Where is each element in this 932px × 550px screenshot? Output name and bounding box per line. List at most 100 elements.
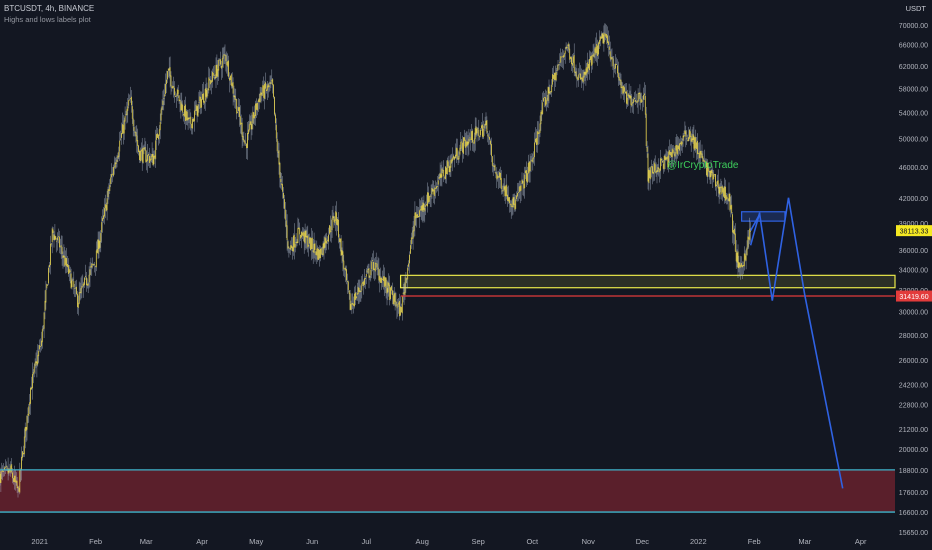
candle-body [485, 120, 487, 125]
candle-body [325, 238, 327, 244]
candle-body [339, 238, 341, 243]
candle-body [696, 142, 697, 149]
candle-body [383, 276, 384, 281]
candle-body [716, 184, 717, 187]
currency-label[interactable]: USDT [905, 4, 926, 13]
price-tick-label: 42000.00 [899, 196, 928, 203]
candle-body [603, 34, 605, 44]
candle-body [457, 158, 459, 160]
candle-body [32, 374, 33, 389]
candle-body [659, 168, 661, 173]
candle-body [86, 277, 87, 286]
candle-body [298, 227, 300, 230]
candle-body [658, 167, 660, 170]
candle-body [44, 300, 46, 312]
candle-body [560, 56, 562, 63]
candle-body [305, 230, 307, 238]
candle-body [518, 186, 520, 193]
candle-body [642, 100, 643, 102]
candle-body [695, 137, 697, 149]
price-tick-label: 46000.00 [899, 165, 928, 172]
candle-body [7, 468, 9, 474]
candle-body [491, 156, 493, 166]
candle-body [311, 237, 313, 250]
candle-body [330, 230, 332, 232]
indicator-label[interactable]: Highs and lows labels plot [4, 15, 91, 24]
candle-body [326, 240, 328, 244]
time-axis[interactable]: 2021 Feb Mar Apr May Jun Jul Aug Sep Oct Nov Dec 202… [31, 537, 867, 546]
price-tick-label: 20000.00 [899, 447, 928, 454]
candle-body [685, 131, 687, 137]
candle-body [75, 287, 76, 289]
candle-body [690, 135, 692, 142]
candle-body [395, 301, 397, 307]
candle-body [169, 67, 171, 77]
candle-body [216, 64, 218, 77]
candle-body [477, 128, 479, 130]
candle-body [234, 95, 236, 100]
candle-body [667, 156, 669, 168]
candle-body [139, 150, 140, 161]
candle-body [247, 132, 248, 149]
candle-body [317, 247, 319, 260]
candle-body [271, 79, 273, 82]
candle-body [3, 471, 4, 472]
candle-body [441, 168, 443, 178]
candle-body [203, 93, 204, 103]
candle-body [140, 149, 142, 152]
candle-body [109, 185, 111, 192]
candle-body [421, 205, 423, 211]
candle-body [94, 264, 95, 266]
candle-body [228, 60, 229, 77]
candle-body [721, 186, 723, 194]
price-tick-label: 17600.00 [899, 490, 928, 497]
candle-body [488, 136, 490, 138]
candle-body [243, 139, 245, 142]
candle-body [490, 140, 491, 145]
candle-body [356, 293, 358, 295]
candle-body [248, 129, 249, 135]
candle-body [61, 246, 63, 255]
candle-body [85, 275, 86, 277]
candle-body [423, 203, 425, 210]
candle-body [279, 162, 281, 178]
candle-body [62, 255, 64, 259]
candle-body [291, 245, 292, 249]
candle-body [404, 283, 406, 295]
candle-body [476, 128, 478, 134]
candle-body [206, 90, 208, 98]
candle-body [203, 101, 205, 104]
candle-body [416, 214, 418, 218]
candle-body [88, 274, 90, 283]
candle-body [557, 64, 559, 70]
candle-body [346, 269, 347, 281]
candle-body [651, 166, 652, 168]
candle-body [436, 186, 437, 189]
candle-body [683, 134, 685, 138]
candle-body [171, 86, 173, 88]
candle-body [405, 277, 407, 284]
candle-body [263, 85, 265, 98]
candle-body [533, 157, 535, 159]
price-axis[interactable]: 15650.00 16600.00 17600.00 18800.00 20000.00… [899, 23, 928, 537]
candle-body [315, 251, 317, 255]
candle-body [302, 231, 304, 237]
time-tick-label: Feb [89, 537, 102, 546]
time-tick-label: Dec [636, 537, 650, 546]
candle-body [284, 199, 285, 209]
candle-body [597, 45, 598, 57]
candle-body [120, 138, 121, 140]
time-tick-label: Mar [798, 537, 811, 546]
candle-body [471, 131, 472, 141]
candle-body [365, 274, 367, 277]
candle-body [446, 160, 448, 175]
candle-body [610, 57, 612, 60]
candle-body [443, 170, 445, 177]
candle-body [278, 150, 280, 165]
candle-body [699, 151, 701, 159]
symbol-title[interactable]: BTCUSDT, 4h, BINANCE [4, 4, 95, 13]
candle-body [242, 135, 244, 140]
candle-body [735, 250, 737, 262]
candle-body [304, 230, 306, 244]
